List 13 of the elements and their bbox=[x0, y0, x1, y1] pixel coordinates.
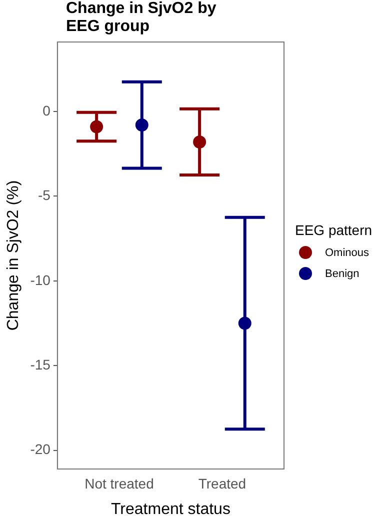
legend-label: Ominous bbox=[325, 246, 370, 258]
y-tick-label: -15 bbox=[30, 356, 51, 372]
y-tick-label: -10 bbox=[30, 272, 51, 288]
x-axis-title: Treatment status bbox=[110, 500, 230, 518]
x-tick-label: Not treated bbox=[84, 475, 154, 492]
y-tick-label: -20 bbox=[30, 441, 51, 458]
x-tick-label: Treated bbox=[198, 475, 246, 492]
chart-title: Change in SjvO2 by EEG group bbox=[66, 0, 218, 36]
legend-title: EEG pattern bbox=[295, 222, 372, 238]
y-tick-label: 0 bbox=[42, 102, 51, 118]
y-tick-label: -5 bbox=[38, 187, 51, 204]
legend-label: Benign bbox=[325, 268, 360, 280]
y-axis-title: Change in SjvO2 (%) bbox=[5, 180, 22, 331]
